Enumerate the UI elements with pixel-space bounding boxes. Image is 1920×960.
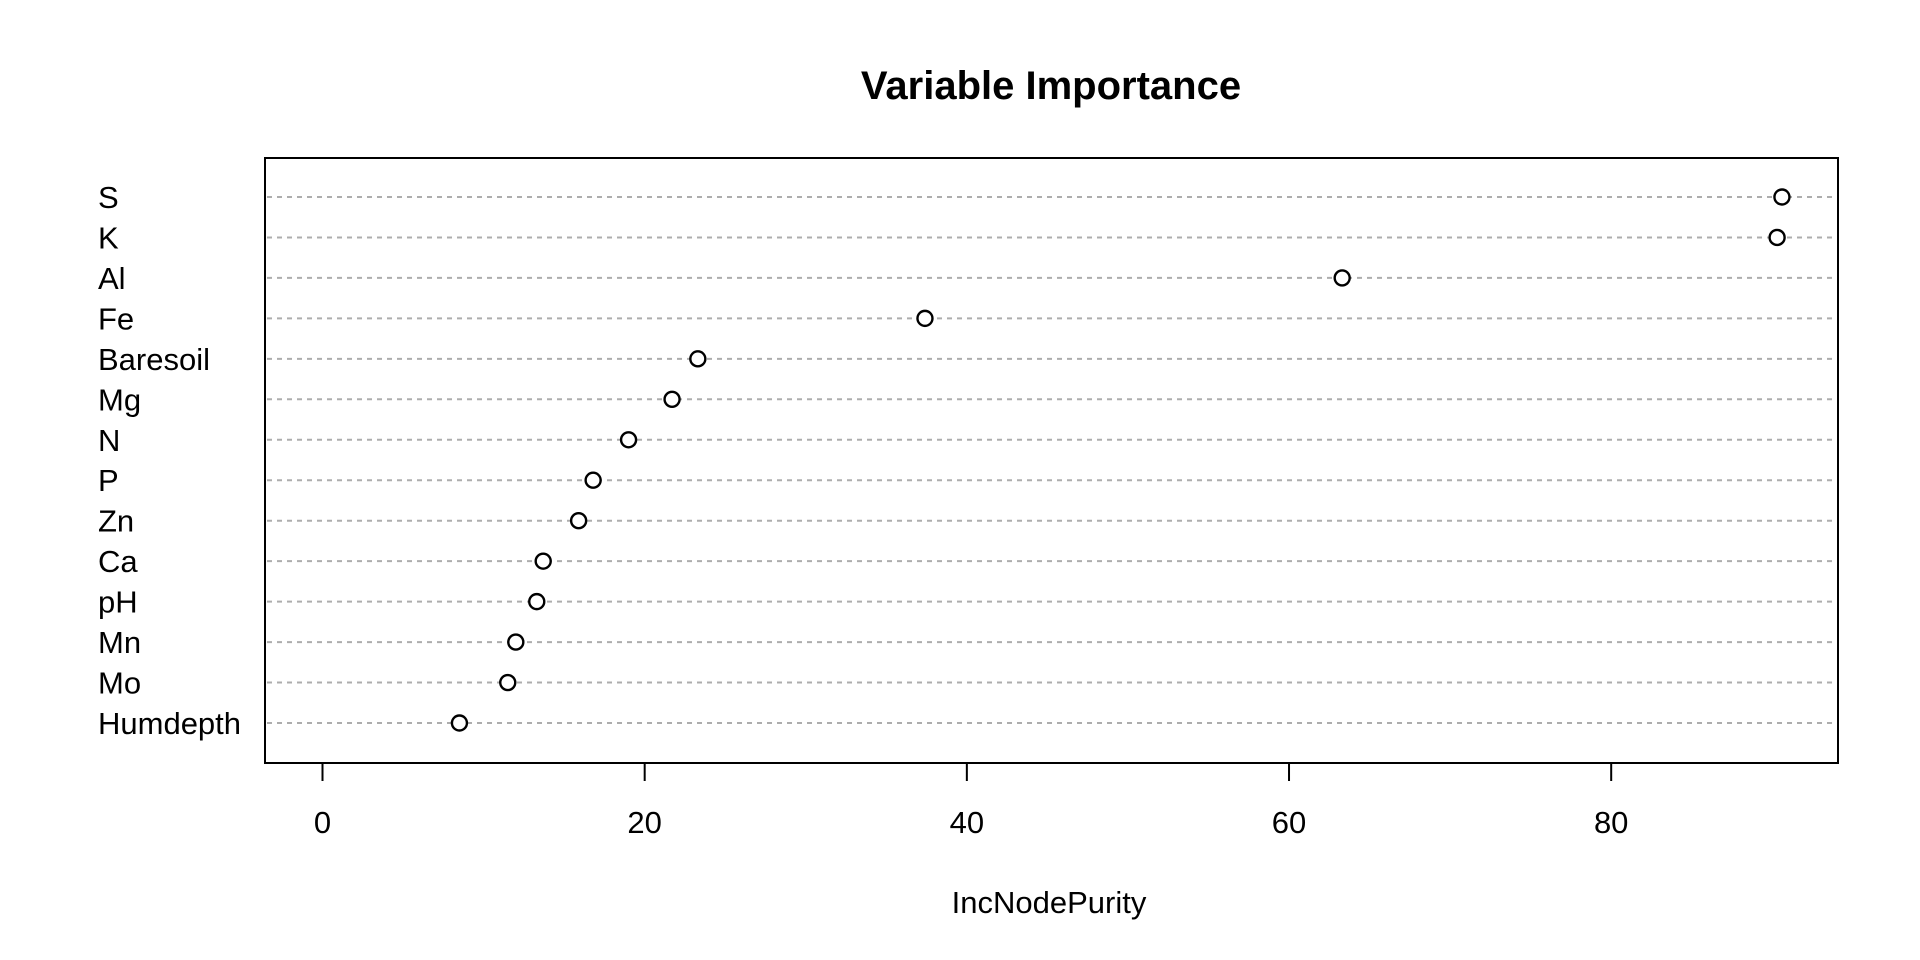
category-label-ca: Ca	[98, 544, 138, 579]
data-point-k	[1768, 228, 1786, 247]
chart-title: Variable Importance	[861, 64, 1241, 108]
category-label-mn: Mn	[98, 625, 141, 660]
x-axis-tick-labels-group: 0 20 40 60 80	[314, 805, 1629, 840]
data-point-p	[584, 471, 602, 489]
data-point-ca	[534, 552, 552, 570]
plot-border-box	[264, 157, 1839, 764]
category-label-mg: Mg	[98, 382, 141, 417]
x-tick-label: 40	[950, 805, 984, 840]
category-label-al: Al	[98, 261, 126, 296]
data-point-ph	[528, 592, 546, 611]
data-point-fe	[916, 309, 934, 328]
data-point-mn	[507, 633, 525, 651]
data-point-baresoil	[689, 350, 707, 368]
x-axis-ticks-group	[321, 763, 1613, 781]
data-points-group	[450, 188, 1791, 732]
category-label-k: K	[98, 220, 119, 255]
data-point-zn	[569, 511, 588, 530]
data-point-mo	[499, 673, 517, 692]
data-point-al	[1333, 269, 1351, 287]
y-axis-category-labels-group: SK Al Fe Baresoil Mg NP Zn Ca pH Mn Mo Humdepth	[98, 180, 241, 741]
category-label-n: N	[98, 423, 120, 458]
x-tick-label: 20	[627, 805, 661, 840]
data-point-humdepth	[450, 714, 469, 732]
category-label-mo: Mo	[98, 666, 141, 701]
data-point-mg	[663, 390, 681, 409]
data-point-s	[1773, 188, 1791, 206]
x-axis-title: IncNodePurity	[952, 885, 1147, 920]
category-label-s: S	[98, 180, 119, 215]
category-label-baresoil: Baresoil	[98, 342, 210, 377]
x-tick-label: 60	[1272, 805, 1306, 840]
x-tick-label: 0	[314, 805, 331, 840]
category-label-zn: Zn	[98, 504, 134, 539]
x-tick-label: 80	[1594, 805, 1628, 840]
category-label-ph: pH	[98, 585, 138, 620]
data-point-n	[619, 431, 638, 449]
category-label-humdepth: Humdepth	[98, 706, 241, 741]
category-label-p: P	[98, 463, 119, 498]
category-label-fe: Fe	[98, 301, 134, 336]
gridlines-group	[267, 196, 1836, 724]
